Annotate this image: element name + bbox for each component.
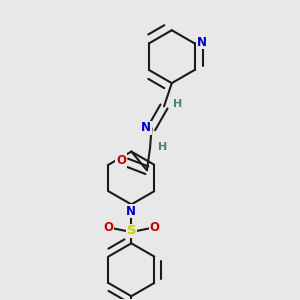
Text: N: N	[126, 205, 136, 218]
Text: H: H	[173, 99, 183, 109]
Text: O: O	[149, 221, 159, 234]
Text: N: N	[141, 121, 151, 134]
Text: O: O	[116, 154, 126, 167]
Text: S: S	[127, 224, 136, 237]
Text: H: H	[158, 142, 167, 152]
Text: O: O	[103, 221, 113, 234]
Text: N: N	[196, 36, 206, 49]
